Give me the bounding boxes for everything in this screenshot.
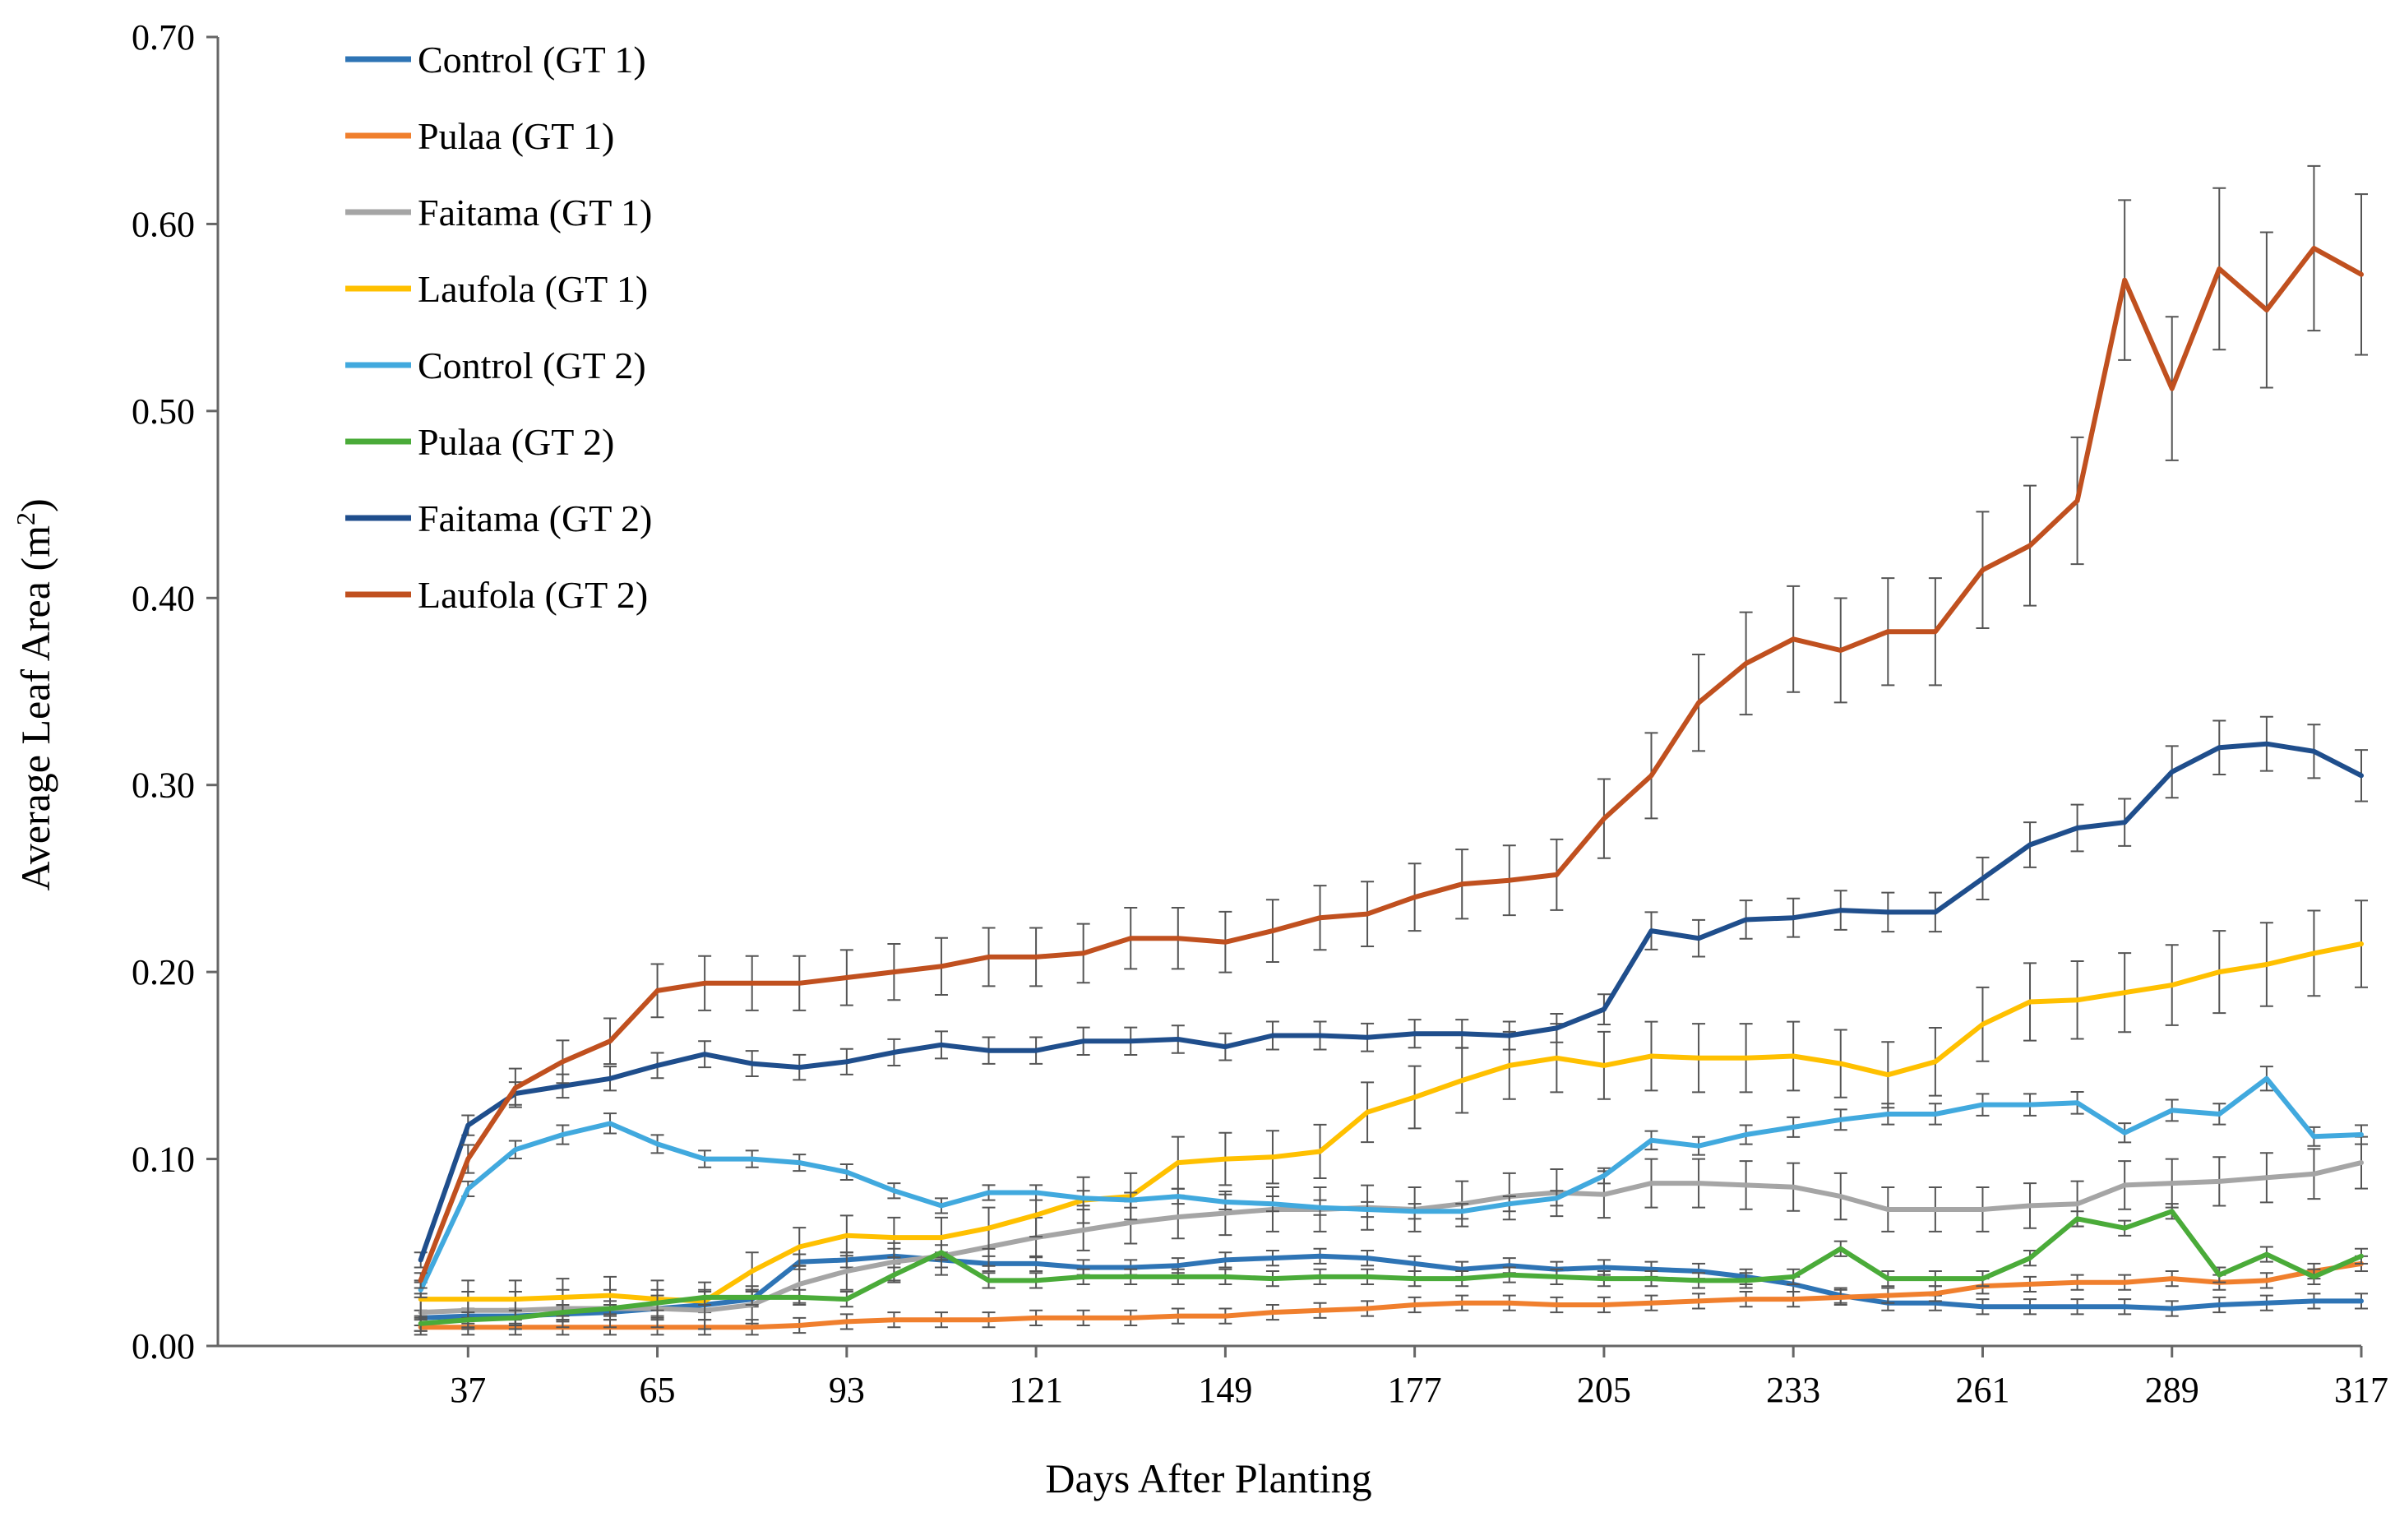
y-axis-title-superscript: 2 xyxy=(11,512,40,525)
x-tick-label: 121 xyxy=(1009,1370,1063,1410)
x-axis-title: Days After Planting xyxy=(1045,1455,1371,1501)
y-axis-title: Average Leaf Area (m2) xyxy=(11,498,58,890)
y-tick-label: 0.60 xyxy=(132,204,195,244)
series-layer xyxy=(414,164,2368,1336)
legend-label: Faitama (GT 2) xyxy=(418,497,652,539)
series-line xyxy=(418,941,2364,1304)
y-tick-label: 0.10 xyxy=(132,1140,195,1180)
x-tick-label: 177 xyxy=(1388,1370,1442,1410)
y-tick-label: 0.30 xyxy=(132,765,195,806)
legend-item: Pulaa (GT 2) xyxy=(345,421,614,463)
series-line xyxy=(418,1253,2364,1320)
legend-label: Faitama (GT 1) xyxy=(418,192,652,234)
series-line xyxy=(418,1209,2364,1326)
legend-item: Faitama (GT 1) xyxy=(345,192,652,234)
series-line xyxy=(418,1075,2364,1293)
x-tick-label: 205 xyxy=(1577,1370,1631,1410)
legend-item: Control (GT 1) xyxy=(345,39,646,81)
x-tick-label: 261 xyxy=(1955,1370,2009,1410)
y-tick-label: 0.70 xyxy=(132,17,195,58)
legend-label: Laufola (GT 2) xyxy=(418,574,648,616)
x-tick-label: 65 xyxy=(640,1370,676,1410)
legend-item: Laufola (GT 1) xyxy=(345,268,648,310)
series-laufola-gt-1 xyxy=(414,899,2368,1321)
series-faitama-gt-2 xyxy=(414,715,2368,1269)
y-tick-label: 0.00 xyxy=(132,1326,195,1367)
legend-label: Pulaa (GT 1) xyxy=(418,115,614,157)
x-tick-label: 289 xyxy=(2145,1370,2199,1410)
legend-label: Laufola (GT 1) xyxy=(418,268,648,310)
series-control-gt-1 xyxy=(414,1247,2368,1326)
legend-item: Laufola (GT 2) xyxy=(345,574,648,616)
x-tick-label: 37 xyxy=(450,1370,486,1410)
series-pulaa-gt-2 xyxy=(414,1203,2368,1332)
legend-item: Pulaa (GT 1) xyxy=(345,115,614,157)
legend-label: Pulaa (GT 2) xyxy=(418,421,614,463)
series-line xyxy=(418,741,2364,1263)
legend-item: Control (GT 2) xyxy=(345,345,646,386)
axes xyxy=(216,37,2361,1348)
legend-label: Control (GT 1) xyxy=(418,39,646,81)
y-tick-label: 0.20 xyxy=(132,952,195,992)
series-line xyxy=(418,1260,2364,1330)
y-tick-label: 0.40 xyxy=(132,578,195,618)
series-laufola-gt-2 xyxy=(414,164,2368,1289)
y-axis-title-main: Average Leaf Area (m xyxy=(12,525,58,891)
series-control-gt-2 xyxy=(414,1066,2368,1298)
legend-item: Faitama (GT 2) xyxy=(345,497,652,539)
tick-labels: 0.00 0.10 0.20 0.30 0.40 0.50 0.60 0.70 37 65 93 12… xyxy=(132,17,2388,1410)
series-line xyxy=(418,246,2364,1283)
x-tick-label: 149 xyxy=(1198,1370,1252,1410)
series-line xyxy=(418,1160,2364,1316)
legend-label: Control (GT 2) xyxy=(418,345,646,386)
x-tick-label: 93 xyxy=(829,1370,865,1410)
legend: Control (GT 1) Pulaa (GT 1) Faitama (GT 1)… xyxy=(345,39,652,616)
y-axis-title-close: ) xyxy=(12,498,58,512)
x-tick-label: 233 xyxy=(1766,1370,1820,1410)
x-tick-label: 317 xyxy=(2334,1370,2388,1410)
y-tick-label: 0.50 xyxy=(132,391,195,432)
